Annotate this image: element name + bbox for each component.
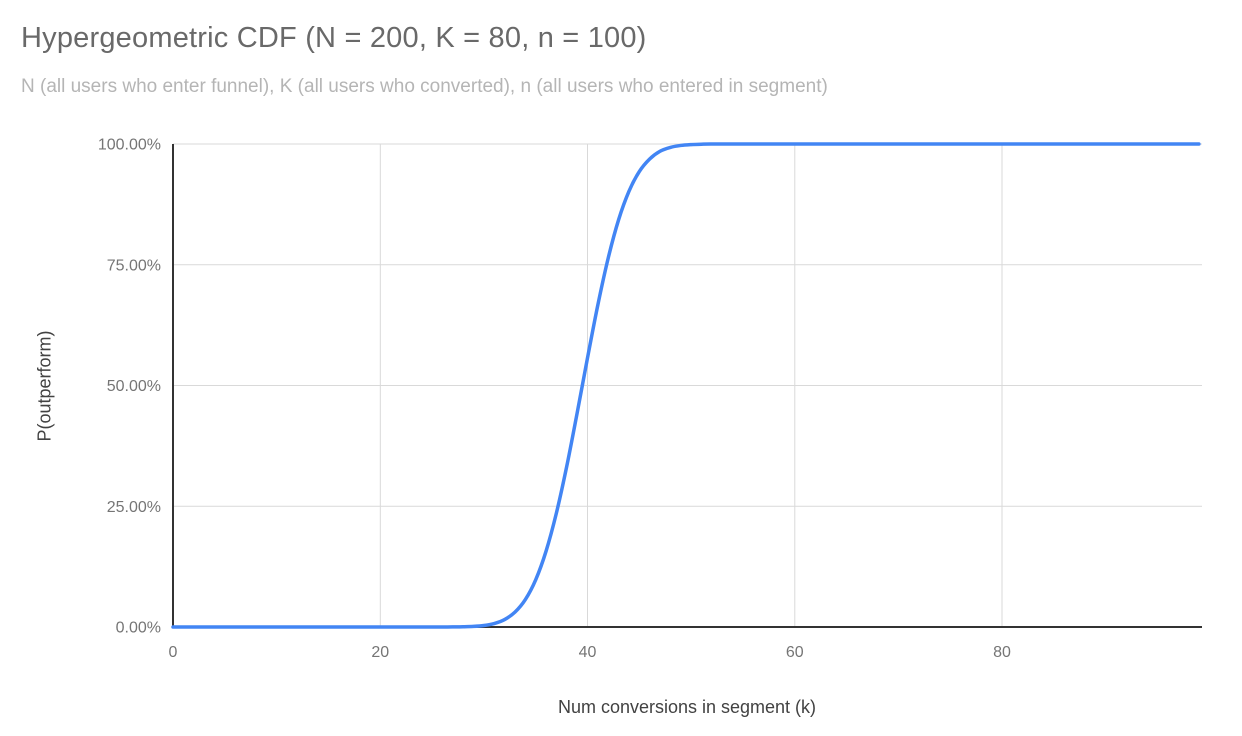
y-tick-label: 0.00% bbox=[116, 620, 161, 637]
y-tick-label: 100.00% bbox=[98, 137, 161, 154]
x-tick-label: 0 bbox=[169, 644, 178, 661]
x-axis-title: Num conversions in segment (k) bbox=[557, 697, 817, 717]
cdf-line bbox=[171, 142, 1201, 629]
x-tick-label: 40 bbox=[579, 644, 597, 661]
chart-title: Hypergeometric CDF (N = 200, K = 80, n =… bbox=[21, 22, 647, 54]
x-tick-label: 80 bbox=[993, 644, 1011, 661]
y-tick-label: 50.00% bbox=[107, 378, 161, 395]
y-tick-label: 25.00% bbox=[107, 499, 161, 516]
x-tick-label: 20 bbox=[371, 644, 389, 661]
chart-subtitle: N (all users who enter funnel), K (all u… bbox=[21, 76, 828, 97]
y-tick-label: 75.00% bbox=[107, 257, 161, 274]
x-tick-label: 60 bbox=[786, 644, 804, 661]
